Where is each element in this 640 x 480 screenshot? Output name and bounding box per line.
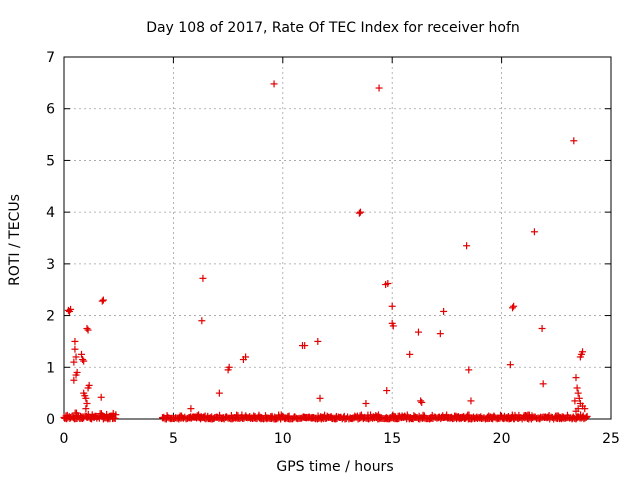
- data-points: [60, 80, 591, 423]
- data-point: [506, 361, 514, 369]
- data-point: [570, 137, 578, 145]
- data-point: [72, 371, 80, 379]
- data-point: [215, 389, 223, 397]
- data-point: [436, 330, 444, 338]
- x-tick-label: 20: [493, 431, 511, 447]
- y-tick-label: 2: [46, 309, 55, 325]
- data-point: [388, 319, 396, 327]
- data-point: [65, 307, 73, 315]
- y-tick-label: 5: [46, 153, 55, 169]
- data-point: [509, 304, 517, 312]
- y-tick-label: 6: [46, 102, 55, 118]
- data-point: [573, 384, 581, 392]
- y-tick-label: 3: [46, 257, 55, 273]
- data-point: [465, 366, 473, 374]
- y-tick-label: 4: [46, 205, 55, 221]
- data-point: [314, 337, 322, 345]
- data-point: [83, 325, 91, 332]
- data-point: [79, 356, 87, 364]
- grid: [64, 57, 611, 419]
- data-point: [383, 387, 391, 395]
- data-point: [316, 394, 324, 402]
- data-point: [78, 350, 86, 358]
- x-tick-label: 5: [169, 431, 178, 447]
- x-tick-label: 0: [60, 431, 69, 447]
- data-point: [82, 394, 90, 402]
- data-point: [362, 399, 370, 407]
- data-point: [384, 280, 392, 288]
- data-point: [355, 209, 363, 217]
- data-point: [187, 405, 195, 413]
- y-axis-label: ROTI / TECUs: [7, 194, 23, 286]
- data-point: [417, 397, 425, 405]
- x-tick-label: 25: [602, 431, 620, 447]
- data-point: [575, 394, 583, 402]
- x-tick-label: 10: [274, 431, 292, 447]
- data-point: [375, 84, 383, 92]
- data-point: [572, 407, 580, 415]
- data-point: [98, 297, 106, 305]
- data-point: [71, 337, 79, 345]
- data-point: [198, 317, 206, 325]
- data-point: [510, 302, 518, 310]
- y-tick-label: 7: [46, 50, 55, 66]
- x-axis-label: GPS time / hours: [276, 459, 393, 475]
- data-point: [574, 389, 582, 397]
- data-point: [467, 397, 475, 405]
- data-point: [539, 380, 547, 388]
- data-point: [111, 415, 119, 423]
- data-point: [83, 399, 91, 407]
- data-point: [530, 228, 538, 236]
- axis-ticks: 0 5 10 15 20 25 0 1 2 3 4 5 6 7: [46, 50, 620, 447]
- data-point: [99, 296, 107, 304]
- data-point: [72, 353, 80, 361]
- data-point: [270, 80, 278, 88]
- data-point: [581, 405, 589, 413]
- data-point: [242, 353, 250, 361]
- data-point: [465, 411, 473, 419]
- data-point: [388, 302, 396, 310]
- data-point: [571, 397, 579, 405]
- data-point: [71, 345, 79, 353]
- data-point: [440, 307, 448, 315]
- data-point: [97, 393, 105, 401]
- data-point: [199, 274, 207, 282]
- data-point: [84, 326, 92, 334]
- data-point: [70, 376, 78, 384]
- data-point: [356, 208, 364, 216]
- data-point: [301, 342, 309, 350]
- plot-frame: [63, 56, 612, 420]
- data-point: [225, 363, 233, 371]
- data-point: [80, 357, 88, 365]
- chart-title: Day 108 of 2017, Rate Of TEC Index for r…: [146, 20, 520, 36]
- data-point: [112, 411, 120, 419]
- data-point: [572, 374, 580, 382]
- data-point: [418, 398, 426, 406]
- data-point: [577, 350, 585, 358]
- data-point: [582, 413, 590, 421]
- data-point: [84, 384, 92, 392]
- y-tick-label: 1: [46, 360, 55, 376]
- data-point: [82, 405, 90, 413]
- data-point: [414, 328, 422, 336]
- data-point: [406, 350, 414, 358]
- x-tick-label: 15: [383, 431, 401, 447]
- data-point: [70, 358, 78, 366]
- data-point: [538, 325, 546, 332]
- data-point: [583, 412, 591, 420]
- y-tick-label: 0: [46, 412, 55, 428]
- data-point: [463, 242, 471, 250]
